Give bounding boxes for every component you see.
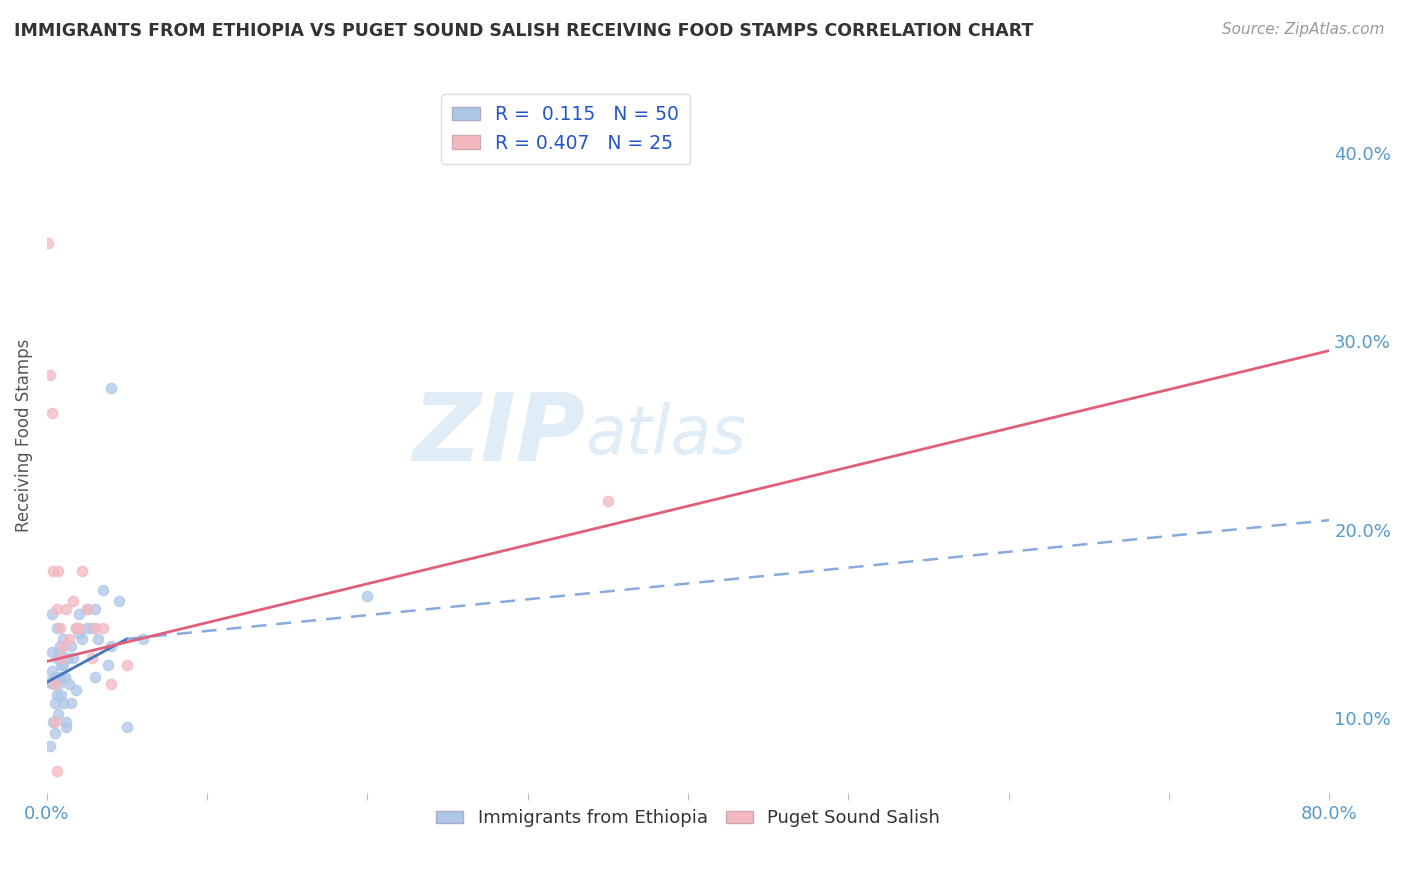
- Point: [55, 601, 77, 615]
- Point: [55, 720, 77, 734]
- Point: [62, 650, 84, 665]
- Point: [67, 621, 90, 635]
- Point: [39, 368, 62, 383]
- Point: [80, 650, 103, 665]
- Point: [44, 669, 66, 683]
- Point: [76, 601, 98, 615]
- Point: [45, 621, 67, 635]
- Point: [84, 669, 107, 683]
- Point: [62, 594, 84, 608]
- Point: [41, 406, 63, 420]
- Point: [44, 714, 66, 729]
- Point: [48, 640, 70, 654]
- Point: [39, 739, 62, 754]
- Point: [44, 696, 66, 710]
- Point: [59, 640, 82, 654]
- Point: [46, 707, 69, 722]
- Point: [115, 720, 138, 734]
- Point: [53, 669, 76, 683]
- Point: [48, 645, 70, 659]
- Point: [46, 677, 69, 691]
- Text: Source: ZipAtlas.com: Source: ZipAtlas.com: [1222, 22, 1385, 37]
- Point: [65, 621, 87, 635]
- Point: [45, 764, 67, 778]
- Text: IMMIGRANTS FROM ETHIOPIA VS PUGET SOUND SALISH RECEIVING FOOD STAMPS CORRELATION: IMMIGRANTS FROM ETHIOPIA VS PUGET SOUND …: [14, 22, 1033, 40]
- Point: [115, 658, 138, 673]
- Point: [41, 664, 63, 678]
- Point: [42, 564, 65, 578]
- Point: [97, 658, 120, 673]
- Point: [52, 632, 75, 646]
- Point: [52, 640, 75, 654]
- Point: [45, 601, 67, 615]
- Point: [100, 677, 122, 691]
- Point: [65, 621, 87, 635]
- Point: [76, 601, 98, 615]
- Point: [67, 626, 90, 640]
- Point: [37, 675, 59, 690]
- Point: [67, 607, 90, 622]
- Point: [100, 381, 122, 395]
- Point: [108, 594, 131, 608]
- Point: [100, 640, 122, 654]
- Point: [44, 726, 66, 740]
- Point: [46, 564, 69, 578]
- Point: [596, 494, 619, 508]
- Point: [70, 632, 93, 646]
- Point: [59, 696, 82, 710]
- Point: [70, 564, 93, 578]
- Point: [87, 632, 110, 646]
- Point: [58, 632, 80, 646]
- Y-axis label: Receiving Food Stamps: Receiving Food Stamps: [15, 339, 32, 533]
- Point: [356, 589, 378, 603]
- Text: ZIP: ZIP: [412, 390, 585, 482]
- Point: [55, 714, 77, 729]
- Point: [48, 669, 70, 683]
- Point: [65, 682, 87, 697]
- Point: [84, 621, 107, 635]
- Point: [51, 650, 73, 665]
- Point: [52, 658, 75, 673]
- Point: [45, 650, 67, 665]
- Point: [58, 677, 80, 691]
- Point: [42, 677, 65, 691]
- Point: [51, 689, 73, 703]
- Point: [42, 714, 65, 729]
- Point: [56, 650, 79, 665]
- Point: [37, 236, 59, 251]
- Text: atlas: atlas: [585, 402, 747, 468]
- Point: [52, 696, 75, 710]
- Point: [80, 621, 103, 635]
- Point: [132, 632, 155, 646]
- Point: [76, 621, 98, 635]
- Point: [84, 601, 107, 615]
- Point: [48, 621, 70, 635]
- Point: [44, 677, 66, 691]
- Point: [45, 689, 67, 703]
- Point: [41, 645, 63, 659]
- Point: [51, 658, 73, 673]
- Legend: Immigrants from Ethiopia, Puget Sound Salish: Immigrants from Ethiopia, Puget Sound Sa…: [429, 802, 948, 834]
- Point: [91, 582, 114, 597]
- Point: [91, 621, 114, 635]
- Point: [41, 607, 63, 622]
